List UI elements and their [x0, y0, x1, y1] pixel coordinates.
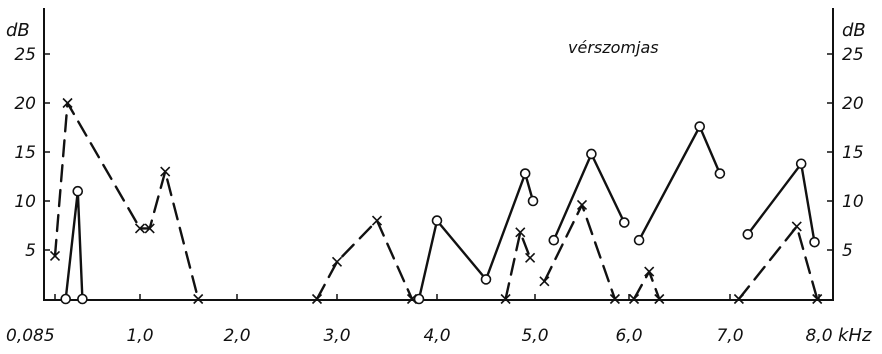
- cross-marker: [311, 293, 323, 305]
- circle-marker: [519, 168, 531, 179]
- cross-marker: [331, 256, 343, 267]
- circle-marker: [714, 168, 726, 179]
- circle-marker: [586, 148, 597, 160]
- ticks-layer: 5 5 10 10 15 15 20 20 25 25 0,085 1,0 2,0 3,0 4,0 5,0 6,…: [6, 45, 864, 346]
- cross-marker: [160, 166, 171, 177]
- cross-marker: [628, 293, 640, 305]
- cross-marker: [644, 266, 655, 277]
- x-tick-label: 3,0: [323, 326, 350, 346]
- cross-marker: [406, 293, 418, 305]
- dashed-series-line: [737, 225, 819, 301]
- circle-marker: [809, 236, 820, 248]
- cross-marker: [515, 227, 526, 238]
- cross-marker: [62, 97, 73, 109]
- cross-marker: [525, 252, 536, 263]
- solid-series-line: [637, 125, 722, 242]
- y-tick-label-right: 15: [842, 143, 864, 163]
- circle-marker: [413, 293, 425, 305]
- x-tick-label: 4,0: [423, 326, 450, 346]
- x-tick-label: 0,085: [6, 326, 55, 346]
- cross-marker: [812, 293, 823, 305]
- series-layer: [49, 97, 823, 305]
- dashed-series-line: [543, 203, 617, 301]
- circle-marker: [72, 185, 84, 197]
- solid-series-line: [64, 189, 84, 301]
- cross-marker: [193, 293, 204, 305]
- circle-marker: [527, 195, 539, 207]
- circle-marker: [548, 234, 560, 246]
- x-tick-label: 8,0: [805, 326, 832, 346]
- circle-marker: [795, 158, 807, 170]
- y-tick-label-left: 5: [25, 241, 36, 261]
- cross-marker: [134, 223, 146, 234]
- y-tick-label-right: 20: [842, 94, 864, 114]
- x-tick-label: 5,0: [521, 326, 548, 346]
- dashed-series-line: [504, 231, 532, 301]
- cross-marker: [500, 293, 511, 305]
- solid-series-line: [746, 162, 816, 244]
- circle-marker: [618, 217, 630, 228]
- cross-marker: [371, 215, 383, 226]
- y-tick-label-left: 10: [14, 192, 36, 212]
- cross-marker: [576, 199, 588, 210]
- circle-marker: [742, 229, 754, 240]
- y-tick-label-right: 5: [842, 241, 853, 261]
- y-unit-left: dB: [6, 20, 30, 41]
- circle-marker: [431, 215, 443, 226]
- circle-marker: [480, 274, 492, 285]
- dashed-series-line: [315, 219, 414, 301]
- y-unit-right: dB: [842, 20, 866, 41]
- circle-marker: [60, 293, 71, 305]
- x-unit-label: kHz: [838, 325, 872, 346]
- dashed-series-line: [53, 101, 200, 301]
- x-tick-label: 6,0: [615, 326, 642, 346]
- chart-annotation: vérszomjas: [568, 38, 659, 57]
- circle-marker: [694, 121, 706, 132]
- cross-marker: [144, 223, 155, 234]
- y-tick-label-right: 25: [842, 45, 864, 65]
- y-tick-label-left: 20: [14, 94, 36, 114]
- cross-marker: [791, 221, 802, 232]
- circle-marker: [633, 234, 645, 246]
- y-tick-label-right: 10: [842, 192, 864, 212]
- cross-marker: [609, 293, 620, 305]
- x-tick-label: 1,0: [126, 326, 153, 346]
- cross-marker: [539, 276, 550, 287]
- x-tick-label: 7,0: [716, 326, 743, 346]
- circle-marker: [77, 293, 88, 305]
- x-tick-label: 2,0: [223, 326, 250, 346]
- cross-marker: [49, 250, 61, 261]
- cross-marker: [654, 293, 665, 305]
- cross-marker: [733, 293, 744, 305]
- y-tick-label-left: 25: [14, 45, 36, 65]
- y-tick-label-left: 15: [14, 143, 36, 163]
